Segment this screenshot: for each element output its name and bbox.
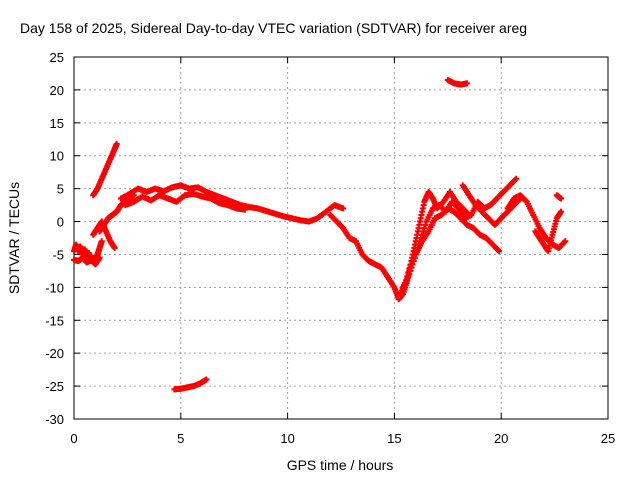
- ticks: -30 -25 -20 -15 -10 -5 0 5 10 15 20 25 0 5 10 15 20 25: [45, 50, 615, 446]
- series-end-cluster: [532, 208, 565, 255]
- plot-frame: [73, 56, 609, 420]
- y-tick-label: 15: [50, 116, 64, 131]
- series-recovery-3: [410, 175, 520, 265]
- x-tick-label: 0: [70, 431, 77, 446]
- grid: [74, 57, 608, 419]
- y-axis-label: SDTVAR / TECUs: [6, 182, 22, 294]
- data-point: [409, 261, 416, 268]
- y-tick-label: -30: [45, 412, 64, 427]
- data-point: [422, 221, 429, 228]
- series-isolated-high: [444, 77, 471, 88]
- series-rise-high: [90, 140, 120, 199]
- data-point: [417, 238, 424, 245]
- x-tick-label: 5: [177, 431, 184, 446]
- y-tick-label: 20: [50, 83, 64, 98]
- data-point: [96, 254, 103, 261]
- data-point: [340, 205, 347, 212]
- data-point: [558, 208, 565, 215]
- y-tick-label: -15: [45, 313, 64, 328]
- data-point: [410, 258, 417, 265]
- y-tick-label: 10: [50, 149, 64, 164]
- data-point: [111, 244, 118, 251]
- data-point: [407, 267, 414, 274]
- y-tick-label: -25: [45, 379, 64, 394]
- data-point: [413, 248, 420, 255]
- data-point: [418, 235, 425, 241]
- y-tick-label: -5: [52, 247, 64, 262]
- data-point: [562, 238, 569, 245]
- data-point: [419, 231, 426, 238]
- y-tick-label: 5: [57, 182, 64, 197]
- data-point: [496, 248, 503, 255]
- data-points: [71, 77, 569, 393]
- data-point: [414, 244, 421, 251]
- data-point: [415, 241, 422, 248]
- data-point: [411, 254, 418, 261]
- series-isolated-low: [171, 376, 210, 393]
- series-start-lower: [71, 254, 103, 268]
- series-plateau-low: [122, 190, 248, 213]
- chart-title: Day 158 of 2025, Sidereal Day-to-day VTE…: [20, 20, 527, 36]
- x-tick-label: 10: [280, 431, 294, 446]
- data-point: [513, 175, 520, 182]
- x-axis-label: GPS time / hours: [287, 457, 394, 473]
- data-point: [558, 195, 565, 202]
- data-point: [406, 271, 413, 278]
- data-point: [421, 225, 428, 232]
- x-tick-label: 20: [494, 431, 508, 446]
- y-tick-label: 25: [50, 50, 64, 65]
- y-tick-label: 0: [57, 215, 64, 230]
- x-tick-label: 25: [601, 431, 615, 446]
- series-end-upper: [553, 192, 565, 202]
- x-tick-label: 15: [387, 431, 401, 446]
- data-point: [98, 238, 105, 245]
- data-point: [241, 206, 248, 213]
- y-tick-label: -20: [45, 346, 64, 361]
- data-point: [464, 80, 471, 87]
- y-tick-label: -10: [45, 280, 64, 295]
- data-point: [203, 376, 210, 383]
- data-point: [408, 264, 415, 271]
- data-point: [420, 228, 427, 235]
- data-point: [412, 251, 419, 258]
- series-rise-main: [96, 192, 137, 235]
- data-point: [113, 140, 120, 147]
- series-plateau: [117, 182, 347, 225]
